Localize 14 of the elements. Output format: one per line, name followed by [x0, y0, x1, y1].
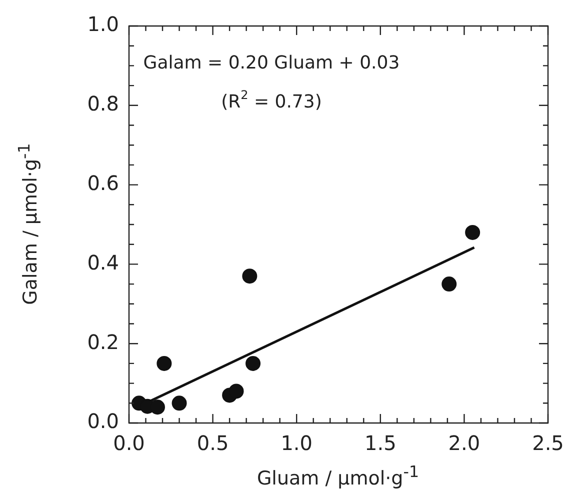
y-tick-label: 0.2 — [87, 330, 119, 354]
annotation: Galam = 0.20 Gluam + 0.03 — [143, 52, 400, 74]
x-tick-label: 1.5 — [364, 431, 396, 456]
y-tick-label: 0.0 — [87, 409, 119, 434]
x-tick-label: 0.5 — [196, 431, 229, 456]
x-tick-label: 1.0 — [280, 431, 313, 456]
x-tick-label: 2.5 — [532, 431, 564, 456]
y-tick-label: 1.0 — [87, 12, 119, 36]
x-tick-label: 0.0 — [113, 431, 145, 456]
y-tick-label: 0.4 — [87, 250, 119, 274]
x-axis-title: Gluam / μmol·g$^{-1}$ — [256, 462, 420, 490]
y-tick-label: 0.6 — [87, 171, 119, 196]
y-tick-label: 0.8 — [87, 92, 119, 116]
x-tick-label: 2.0 — [448, 431, 480, 456]
